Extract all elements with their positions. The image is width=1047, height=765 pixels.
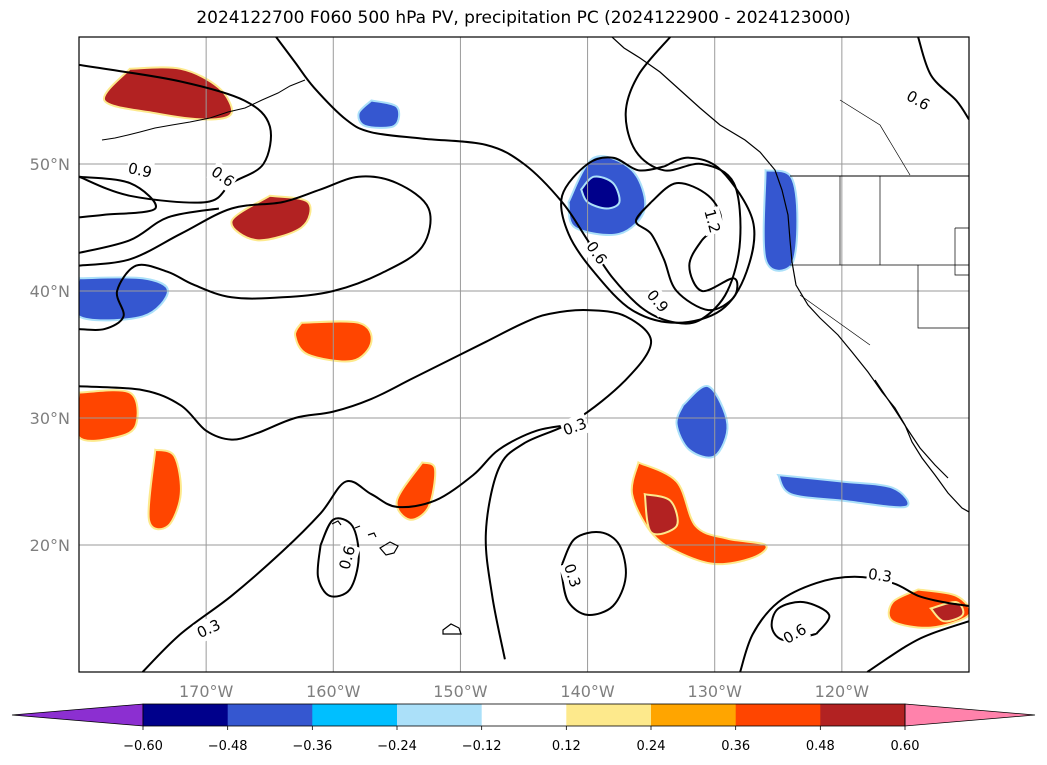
precip-positive-region	[147, 448, 182, 531]
pv-contour-0-9	[79, 175, 157, 219]
pv-contour-0-9	[79, 207, 220, 254]
contour-label-background	[559, 413, 591, 441]
contour-label-text: 0.9	[126, 159, 153, 182]
lon-label: 140°W	[560, 682, 615, 701]
pv-contour-0-6	[79, 63, 272, 204]
precip-negative-region	[357, 99, 401, 129]
pv-contour-0-6	[917, 37, 969, 121]
north-america-coastline	[611, 37, 969, 513]
precip-positive-region	[230, 194, 312, 242]
colorbar-segment	[227, 704, 313, 726]
contour-label-background	[558, 560, 586, 591]
contour-label: 0.3	[865, 563, 895, 588]
precip-positive-region	[630, 461, 768, 566]
lat-label: 20°N	[30, 536, 70, 555]
contour-label-background	[778, 618, 812, 650]
colorbar-segment	[566, 704, 652, 726]
precip-positive-region	[103, 66, 233, 121]
precipitation-layer	[79, 66, 969, 629]
colorbar-tick-label: 0.60	[891, 739, 920, 754]
contour-label-background	[192, 614, 225, 644]
contour-label-background	[699, 205, 726, 237]
contour-label: 0.3	[192, 614, 225, 644]
coastlines-layer	[101, 37, 969, 635]
contour-label-text: 1.2	[700, 207, 724, 235]
baja-california	[874, 379, 949, 479]
lon-label: 120°W	[815, 682, 870, 701]
colorbar-tick-label: −0.24	[377, 739, 417, 754]
colorbar-tick-label: −0.36	[292, 739, 332, 754]
precip-positive-region	[79, 389, 139, 442]
pv-contour-0-3	[79, 309, 653, 660]
colorbar-tick-label: −0.48	[208, 739, 248, 754]
lat-label: 30°N	[30, 409, 70, 428]
longitude-labels: 170°W 160°W 150°W 140°W 130°W 120°W	[179, 682, 869, 701]
precip-positive-region	[395, 461, 437, 521]
pv-contour-0-3	[141, 423, 576, 672]
colorbar-segment	[143, 704, 229, 726]
colorbar-segment	[735, 704, 821, 726]
us-state-borders	[790, 99, 969, 346]
pv-contours	[79, 37, 969, 672]
contour-label-text: 0.3	[867, 565, 893, 586]
contour-label-background	[901, 85, 935, 116]
contour-label-background	[865, 563, 895, 588]
colorbar-extend-low	[11, 703, 144, 727]
lon-label: 160°W	[306, 682, 361, 701]
contour-label-background	[580, 236, 613, 270]
contour-label-background	[206, 161, 240, 193]
pv-contour-0-6	[79, 175, 432, 332]
pv-contour-0-6	[316, 517, 360, 598]
colorbar-tick-label: 0.36	[721, 739, 750, 754]
lat-label: 50°N	[30, 155, 70, 174]
pv-contour-0-6	[275, 37, 742, 325]
contour-label-background	[125, 157, 155, 183]
colorbar-frame	[142, 703, 906, 727]
lon-label: 130°W	[688, 682, 743, 701]
contour-label-background	[334, 542, 361, 573]
aleutian-islands	[101, 79, 306, 141]
pv-contour-0-9	[560, 156, 756, 324]
colorbar-tick-label: 0.48	[806, 739, 835, 754]
contour-label-background	[641, 284, 674, 318]
precip-positive-region	[643, 492, 679, 536]
contour-label-text: 0.6	[336, 544, 360, 572]
colorbar-tick-label: −0.60	[123, 739, 163, 754]
colorbar-segment	[481, 704, 567, 726]
colorbar-tick-label: 0.12	[552, 739, 581, 754]
pv-contour-0-3	[739, 575, 969, 672]
pv-contour-0-6	[866, 620, 969, 672]
hawaii-islands	[331, 520, 462, 635]
colorbar-tick-label: −0.12	[462, 739, 502, 754]
contour-label: 0.9	[125, 157, 155, 183]
colorbar-segment	[820, 704, 906, 726]
pv-contour-1-2	[634, 182, 739, 312]
precip-negative-region	[79, 276, 170, 322]
colorbar-segment	[651, 704, 737, 726]
contour-label: 1.2	[699, 205, 726, 237]
colorbar-extend-high	[904, 703, 1036, 727]
lat-label: 40°N	[30, 282, 70, 301]
map-frame	[78, 36, 970, 673]
map-title: 2024122700 F060 500 hPa PV, precipitatio…	[196, 8, 851, 28]
map-background	[79, 37, 969, 672]
contour-label: 0.6	[334, 542, 361, 573]
lon-label: 150°W	[433, 682, 488, 701]
colorbar-segment	[397, 704, 483, 726]
colorbar-segment	[312, 704, 398, 726]
colorbar-tick-label: 0.24	[637, 739, 666, 754]
colorbar: −0.60 −0.48 −0.36 −0.24 −0.12 0.12 0.24 0.36 0.4…	[11, 703, 1036, 754]
latitude-labels: 50°N 40°N 30°N 20°N	[30, 155, 70, 555]
pv-contour-0-3	[560, 531, 627, 616]
lon-label: 170°W	[179, 682, 234, 701]
